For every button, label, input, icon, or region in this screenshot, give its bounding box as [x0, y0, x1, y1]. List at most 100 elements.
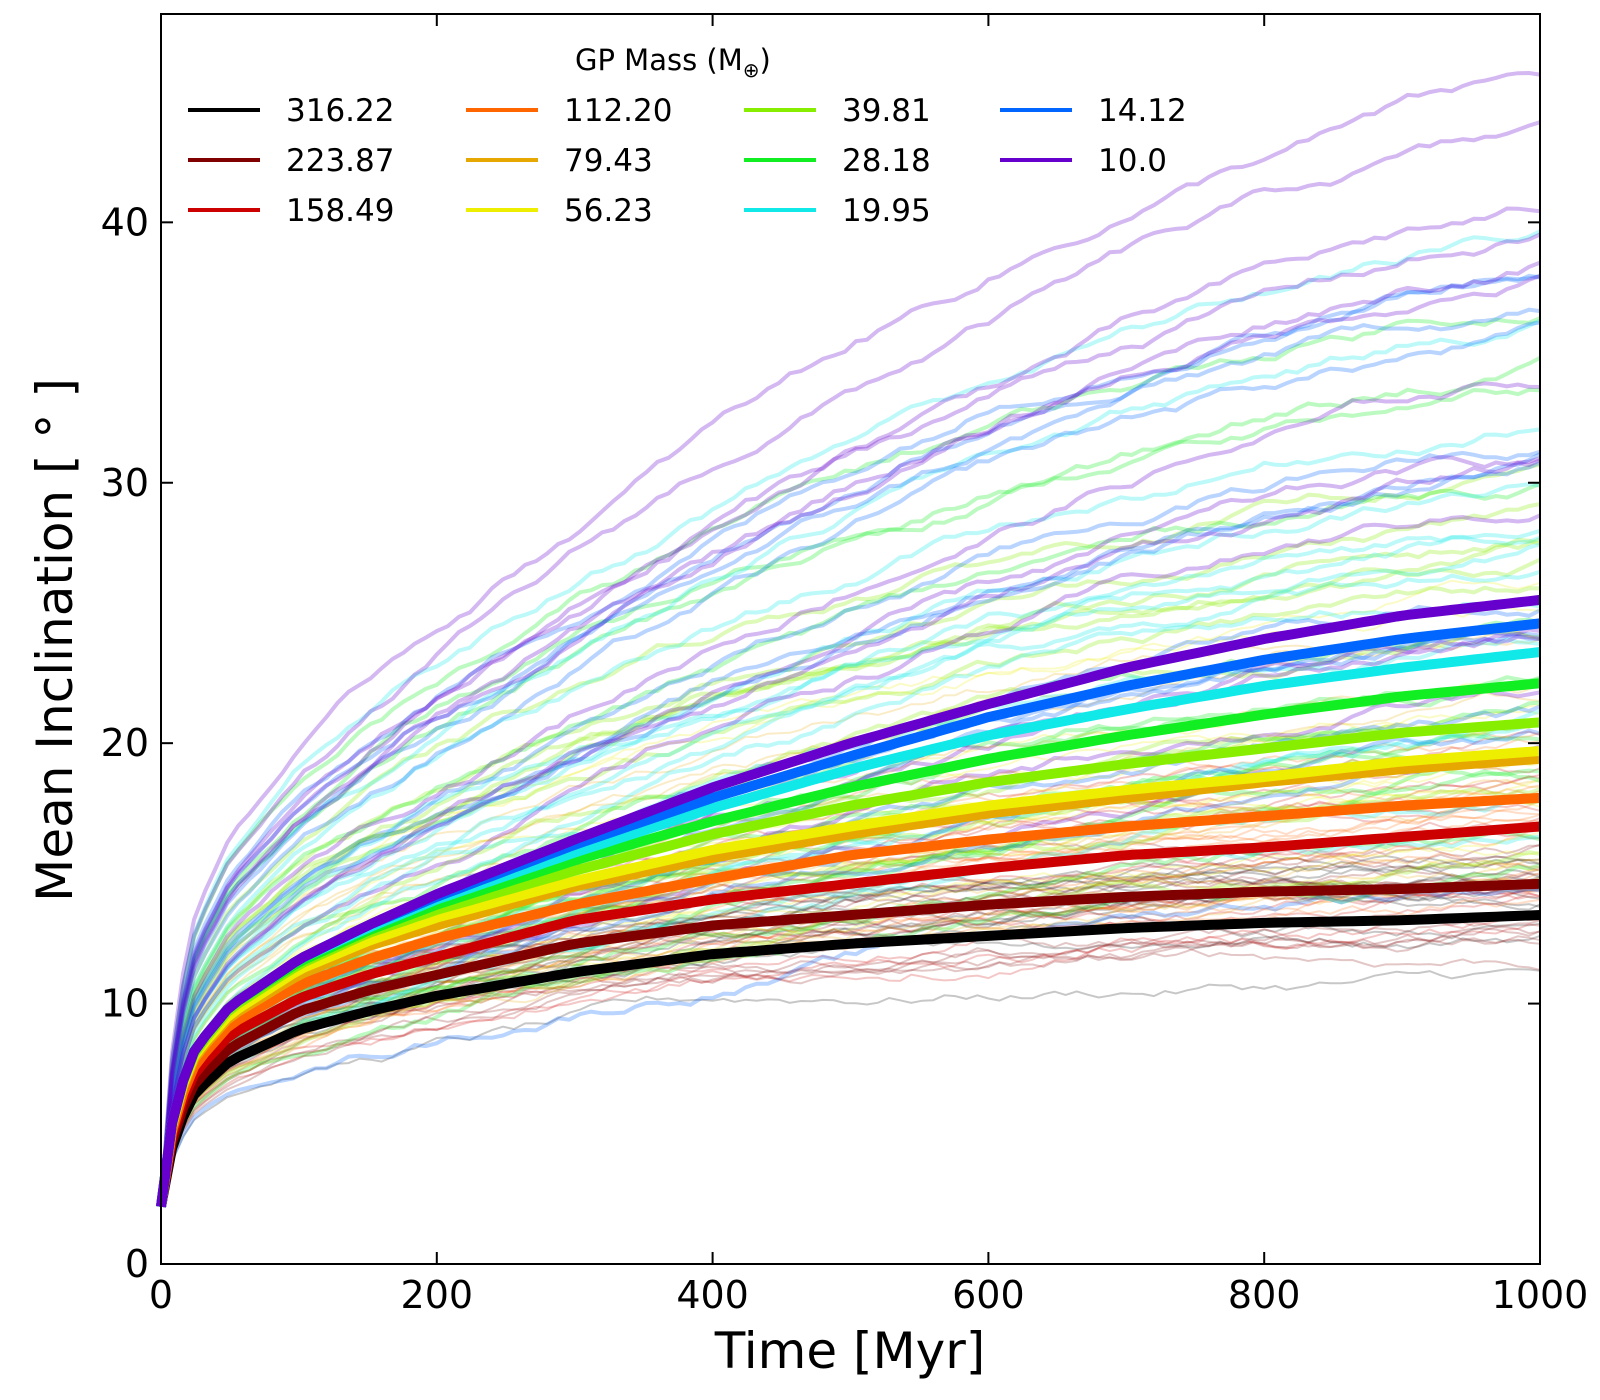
mean-line-79.43 — [156, 753, 1541, 1208]
realization-line-39.81 — [159, 557, 1541, 1207]
realization-line-14.12 — [159, 307, 1541, 1207]
realization-line-39.81 — [159, 537, 1541, 1207]
realization-line-39.81 — [159, 537, 1541, 1207]
x-tick-label: 400 — [676, 1273, 749, 1317]
realization-line-28.18 — [159, 767, 1541, 1208]
realization-line-14.12 — [159, 320, 1541, 1207]
realization-line-10.0 — [159, 70, 1541, 1207]
mean-line-112.20 — [156, 792, 1541, 1208]
y-tick-label: 20 — [101, 721, 149, 765]
y-tick-label: 40 — [101, 200, 149, 244]
realization-line-28.18 — [159, 356, 1541, 1207]
realization-line-223.87 — [160, 935, 1541, 1207]
realization-line-56.23 — [160, 579, 1541, 1207]
legend-label-19.95: 19.95 — [842, 193, 931, 229]
legend-label-10.0: 10.0 — [1098, 143, 1167, 179]
mean-line-158.49 — [156, 821, 1541, 1208]
realization-line-10.0 — [159, 206, 1541, 1207]
background-realization-lines — [159, 70, 1541, 1208]
legend-label-158.49: 158.49 — [286, 193, 394, 229]
legend-title: GP Mass (M⊕) — [575, 43, 771, 82]
realization-line-316.22 — [160, 855, 1541, 1207]
realization-line-316.22 — [160, 874, 1541, 1207]
y-axis-label: Mean Inclination [ ° ] — [26, 378, 84, 902]
legend-label-79.43: 79.43 — [564, 143, 653, 179]
realization-line-39.81 — [159, 629, 1541, 1207]
plot-frame — [160, 13, 1541, 1265]
realization-line-39.81 — [159, 585, 1541, 1207]
axis-ticks: 0 200 400 600 800 1000 0 10 20 30 40 — [101, 14, 1589, 1317]
legend-label-316.22: 316.22 — [286, 93, 394, 129]
realization-line-223.87 — [160, 946, 1541, 1207]
realization-line-79.43 — [160, 683, 1541, 1207]
legend-label-28.18: 28.18 — [842, 143, 931, 179]
realization-line-14.12 — [159, 273, 1541, 1207]
realization-line-19.95 — [159, 834, 1541, 1208]
realization-line-112.20 — [160, 871, 1541, 1207]
realization-line-39.81 — [159, 502, 1541, 1207]
realization-line-10.0 — [159, 458, 1541, 1207]
realization-line-19.95 — [159, 542, 1541, 1207]
realization-line-79.43 — [160, 618, 1541, 1207]
realization-line-10.0 — [159, 687, 1541, 1208]
realization-line-14.12 — [159, 886, 1541, 1208]
realization-line-112.20 — [160, 885, 1541, 1207]
x-tick-label: 800 — [1228, 1273, 1301, 1317]
realization-line-223.87 — [160, 875, 1541, 1207]
realization-line-28.18 — [159, 316, 1541, 1207]
mean-lines — [156, 594, 1541, 1208]
x-tick-label: 1000 — [1492, 1273, 1589, 1317]
legend-label-39.81: 39.81 — [842, 93, 931, 129]
realization-line-10.0 — [159, 120, 1541, 1207]
x-tick-label: 200 — [401, 1273, 474, 1317]
realization-line-19.95 — [159, 569, 1541, 1207]
realization-line-79.43 — [160, 691, 1541, 1207]
realization-line-14.12 — [159, 460, 1541, 1207]
realization-line-10.0 — [159, 513, 1541, 1207]
realization-line-10.0 — [159, 232, 1541, 1207]
realization-line-112.20 — [160, 808, 1541, 1207]
realization-line-158.49 — [160, 923, 1541, 1207]
realization-line-56.23 — [160, 859, 1541, 1207]
realization-line-10.0 — [159, 260, 1541, 1207]
realization-line-316.22 — [160, 927, 1541, 1207]
realization-line-28.18 — [159, 387, 1541, 1207]
y-tick-label: 10 — [101, 982, 149, 1026]
legend: GP Mass (M⊕) 316.22 223.87 158.49 112.20 79.… — [188, 43, 1187, 229]
realization-line-223.87 — [160, 926, 1541, 1207]
mean-line-316.22 — [156, 910, 1541, 1208]
realization-line-19.95 — [159, 427, 1541, 1207]
realization-line-14.12 — [159, 449, 1541, 1207]
realization-line-316.22 — [160, 856, 1541, 1207]
y-tick-label: 0 — [125, 1242, 149, 1286]
realization-line-14.12 — [159, 273, 1541, 1207]
realization-line-28.18 — [159, 482, 1541, 1207]
mean-line-56.23 — [156, 746, 1541, 1208]
realization-line-223.87 — [160, 860, 1541, 1207]
realization-line-19.95 — [159, 534, 1541, 1207]
realization-line-158.49 — [160, 917, 1541, 1207]
realization-line-316.22 — [160, 968, 1541, 1207]
realization-line-10.0 — [159, 274, 1541, 1207]
realization-line-14.12 — [159, 452, 1541, 1207]
mean-line-10.0 — [156, 594, 1541, 1208]
realization-line-39.81 — [159, 462, 1541, 1207]
realization-line-19.95 — [159, 528, 1541, 1207]
realization-line-10.0 — [159, 381, 1541, 1207]
y-tick-label: 30 — [101, 461, 149, 505]
realization-line-223.87 — [160, 934, 1541, 1207]
legend-label-112.20: 112.20 — [564, 93, 672, 129]
realization-line-19.95 — [159, 229, 1541, 1207]
realization-line-19.95 — [159, 600, 1541, 1207]
legend-label-56.23: 56.23 — [564, 193, 653, 229]
realization-line-10.0 — [159, 454, 1541, 1207]
realization-line-19.95 — [159, 318, 1541, 1207]
legend-label-223.87: 223.87 — [286, 143, 394, 179]
realization-line-19.95 — [159, 482, 1541, 1207]
x-tick-label: 0 — [149, 1273, 173, 1317]
x-axis-label: Time [Myr] — [714, 1322, 986, 1380]
legend-label-14.12: 14.12 — [1098, 93, 1187, 129]
x-tick-label: 600 — [952, 1273, 1025, 1317]
legend-entries: 316.22 223.87 158.49 112.20 79.43 56.23 39.81 2… — [188, 93, 1187, 229]
